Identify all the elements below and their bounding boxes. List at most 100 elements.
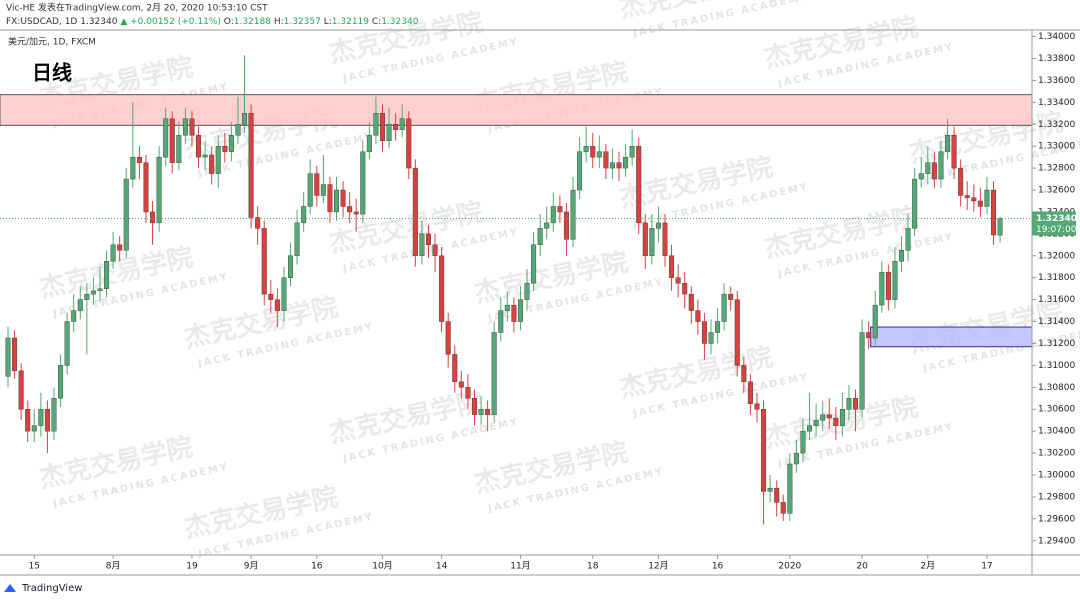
y-tick-label: 1.30400 (1038, 427, 1075, 437)
candle-body (964, 195, 970, 198)
candle-body (242, 113, 248, 125)
y-tick-label: 1.34000 (1038, 32, 1075, 42)
candle-body (44, 409, 50, 432)
candle-body (412, 167, 418, 256)
x-tick-label: 19 (186, 562, 198, 572)
candle-body (905, 228, 911, 251)
price-countdown: 19:07:00 (1036, 225, 1077, 235)
candle-body (682, 282, 688, 295)
candle-body (563, 211, 569, 240)
candle-body (12, 337, 18, 372)
candle-body (235, 124, 241, 136)
candle-body (649, 228, 655, 256)
candle-body (872, 304, 878, 339)
candle-body (347, 206, 353, 213)
low-value: 1.32119 (332, 17, 369, 27)
candle-body (675, 277, 681, 284)
candle-body (583, 145, 589, 152)
candle-body (629, 145, 635, 158)
x-tick-label: 12月 (648, 561, 668, 572)
candle-body (866, 332, 872, 339)
candle-body (189, 118, 195, 136)
candle-body (301, 206, 307, 224)
candle-body (695, 310, 701, 322)
y-tick-label: 1.29800 (1038, 492, 1075, 502)
candle-body (636, 145, 642, 224)
candle-body (531, 244, 537, 284)
candle-body (117, 244, 123, 251)
candle-body (182, 118, 188, 136)
candle-body (958, 167, 964, 196)
candle-body (366, 135, 372, 152)
candle-body (550, 206, 556, 224)
candle-body (655, 222, 661, 229)
candle-body (925, 162, 931, 174)
candle-body (590, 145, 596, 158)
candle-body (853, 398, 859, 410)
candle-body (445, 321, 451, 355)
x-tick-label: 15 (29, 562, 40, 572)
candle-body (38, 409, 44, 426)
x-tick-label: 2月 (920, 561, 935, 572)
zone (0, 94, 1033, 126)
candle-body (110, 244, 116, 262)
low-label: L: (324, 17, 332, 27)
candle-body (77, 299, 83, 311)
candle-body (807, 425, 813, 432)
candle-body (320, 184, 326, 196)
candle-body (485, 409, 491, 415)
candle-body (616, 162, 622, 169)
candle-body (826, 414, 832, 419)
candle-body (307, 173, 313, 207)
y-tick-label: 1.29400 (1038, 536, 1075, 546)
candle-body (623, 156, 629, 169)
candle-body (136, 156, 142, 163)
candle-body (846, 398, 852, 410)
candle-body (294, 222, 300, 256)
y-tick-label: 1.30600 (1038, 405, 1075, 415)
candle-body (379, 113, 385, 141)
price-tag-bg (1032, 211, 1076, 236)
y-tick-label: 1.32000 (1038, 251, 1075, 261)
candle-body (452, 354, 458, 383)
candle-body (918, 173, 924, 180)
y-tick-label: 1.31600 (1038, 295, 1075, 305)
candle-body (248, 113, 254, 218)
candle-body (406, 118, 412, 169)
candle-body (465, 387, 471, 399)
candle-body (662, 222, 668, 256)
y-tick-label: 1.32800 (1038, 164, 1075, 174)
candle-body (971, 197, 977, 202)
candle-body (104, 261, 110, 289)
candle-body (577, 151, 583, 191)
candle-body (97, 288, 103, 292)
candle-body (544, 222, 550, 229)
x-tick-label: 16 (311, 562, 323, 572)
candle-body (169, 118, 175, 163)
close-label: C: (372, 17, 381, 27)
timeframe-label: 日线 (32, 61, 72, 85)
candle-body (774, 487, 780, 503)
candle-body (215, 145, 221, 174)
y-tick-label: 1.31000 (1038, 361, 1075, 371)
candle-body (715, 321, 721, 333)
y-tick-label: 1.30200 (1038, 449, 1075, 459)
close-value: 1.32340 (381, 17, 418, 27)
candle-body (458, 381, 464, 388)
candle-body (912, 178, 918, 229)
candle-body (196, 135, 202, 158)
candle-body (386, 124, 392, 141)
candle-body (701, 321, 707, 344)
y-tick-label: 1.30000 (1038, 470, 1075, 480)
candle-body (71, 310, 77, 322)
candle-body (951, 135, 957, 169)
x-tick-label: 20 (856, 562, 868, 572)
candle-body (997, 218, 1003, 236)
candle-body (288, 255, 294, 278)
candle-body (977, 200, 983, 207)
candle-body (143, 162, 149, 213)
candle-body (314, 173, 320, 196)
candle-body (209, 154, 215, 174)
open-value: 1.32188 (234, 17, 271, 27)
candle-body (800, 430, 806, 454)
